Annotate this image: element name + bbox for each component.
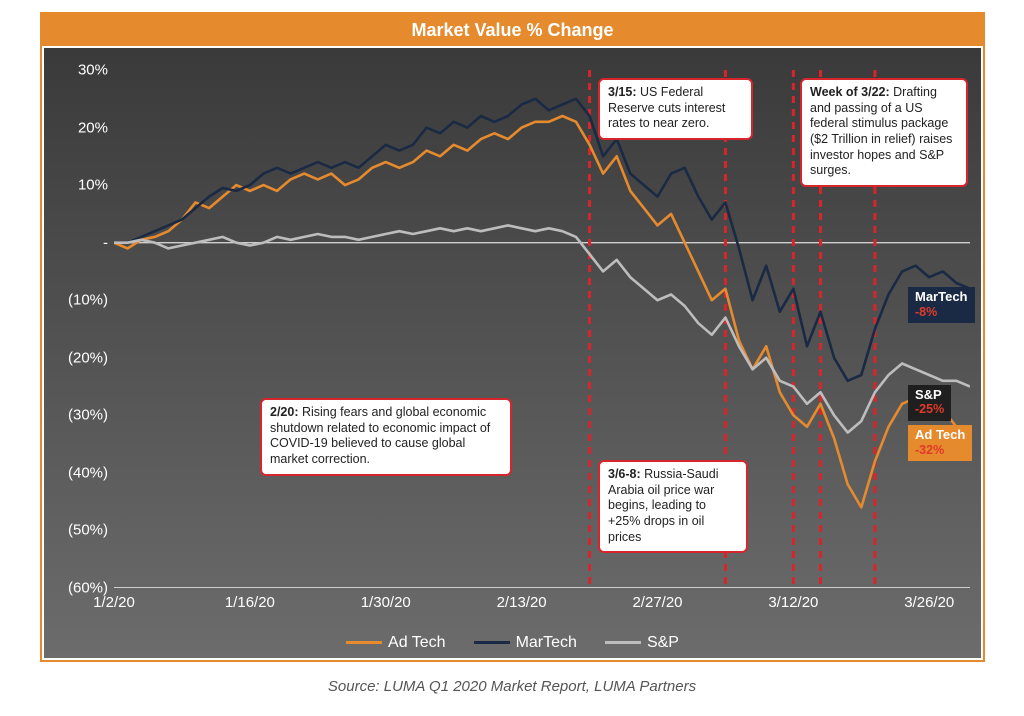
- end-label-martech: MarTech-8%: [908, 287, 975, 323]
- x-tick-label: 2/13/20: [497, 594, 547, 611]
- x-tick-label: 2/27/20: [632, 594, 682, 611]
- x-tick-label: 1/16/20: [225, 594, 275, 611]
- legend-swatch: [346, 641, 382, 644]
- y-tick-label: (50%): [68, 522, 108, 539]
- end-label-s-p: S&P-25%: [908, 385, 951, 421]
- y-tick-label: 10%: [78, 177, 108, 194]
- plot-area: 30%20%10%-(10%)(20%)(30%)(40%)(50%)(60%)…: [114, 70, 970, 588]
- y-tick-label: 30%: [78, 62, 108, 79]
- x-tick-label: 3/12/20: [768, 594, 818, 611]
- chart-body: 30%20%10%-(10%)(20%)(30%)(40%)(50%)(60%)…: [44, 48, 981, 658]
- callout-c3: 3/15: US Federal Reserve cuts interest r…: [598, 78, 753, 140]
- legend: Ad Tech MarTech S&P: [44, 634, 981, 652]
- callout-c1: 2/20: Rising fears and global economic s…: [260, 398, 512, 476]
- legend-item-martech: MarTech: [474, 634, 577, 652]
- x-tick-label: 1/2/20: [93, 594, 135, 611]
- y-tick-label: 20%: [78, 119, 108, 136]
- chart-frame: Market Value % Change 30%20%10%-(10%)(20…: [40, 12, 985, 662]
- callout-c4: Week of 3/22: Drafting and passing of a …: [800, 78, 968, 187]
- legend-item-s-p: S&P: [605, 634, 679, 652]
- y-tick-label: (20%): [68, 349, 108, 366]
- end-label-ad-tech: Ad Tech-32%: [908, 425, 972, 461]
- y-tick-label: (30%): [68, 407, 108, 424]
- x-tick-label: 1/30/20: [361, 594, 411, 611]
- chart-title: Market Value % Change: [42, 14, 983, 46]
- y-tick-label: (40%): [68, 464, 108, 481]
- y-tick-label: -: [103, 234, 108, 251]
- legend-swatch: [605, 641, 641, 644]
- source-attribution: Source: LUMA Q1 2020 Market Report, LUMA…: [0, 678, 1024, 695]
- legend-item-ad-tech: Ad Tech: [346, 634, 446, 652]
- y-tick-label: (10%): [68, 292, 108, 309]
- series-line-s-p: [114, 225, 970, 432]
- legend-swatch: [474, 641, 510, 644]
- callout-c2: 3/6-8: Russia-Saudi Arabia oil price war…: [598, 460, 748, 553]
- x-tick-label: 3/26/20: [904, 594, 954, 611]
